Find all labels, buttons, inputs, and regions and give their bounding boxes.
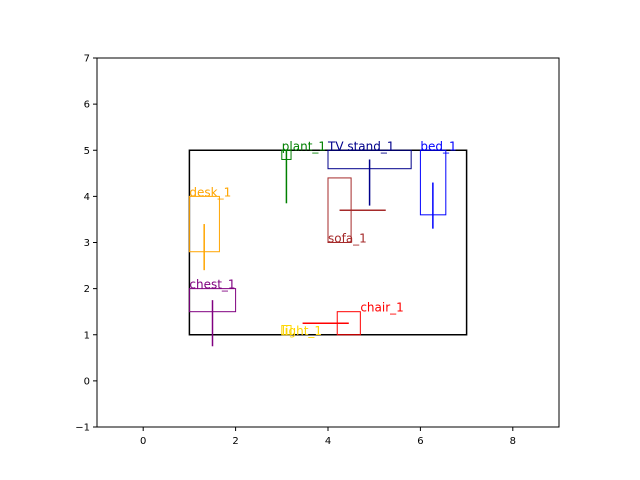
y-tick-label: 2 [84, 284, 90, 295]
y-tick-label: 3 [84, 238, 90, 249]
bed-1-label: bed_1 [420, 139, 456, 153]
chair-1-label: chair_1 [360, 301, 403, 315]
tv-stand-1-label: TV stand_1 [327, 139, 395, 153]
y-tick-label: 4 [84, 192, 90, 203]
y-tick-label: −1 [75, 423, 90, 434]
light-1-label: light_1 [282, 324, 322, 338]
axis-ticks: 0 2 4 6 8 −1 0 1 2 3 4 5 6 7 [75, 54, 516, 448]
desk-1-label: desk_1 [189, 185, 231, 199]
y-tick-label: 5 [84, 146, 90, 157]
x-tick-label: 8 [510, 436, 516, 447]
chest-1-label: chest_1 [189, 278, 235, 292]
sofa-1-label: sofa_1 [328, 232, 367, 246]
plot-marks: plant_1 TV stand_1 bed_1 desk_1 sofa_1 chest_… [188, 139, 468, 347]
x-tick-label: 6 [417, 436, 423, 447]
x-tick-label: 4 [325, 436, 331, 447]
y-tick-label: 1 [84, 330, 90, 341]
x-tick-label: 0 [140, 436, 146, 447]
y-tick-label: 7 [84, 54, 90, 65]
y-tick-label: 6 [84, 100, 90, 111]
plant-1-label: plant_1 [282, 139, 326, 153]
x-tick-label: 2 [232, 436, 238, 447]
y-tick-label: 0 [84, 376, 90, 387]
